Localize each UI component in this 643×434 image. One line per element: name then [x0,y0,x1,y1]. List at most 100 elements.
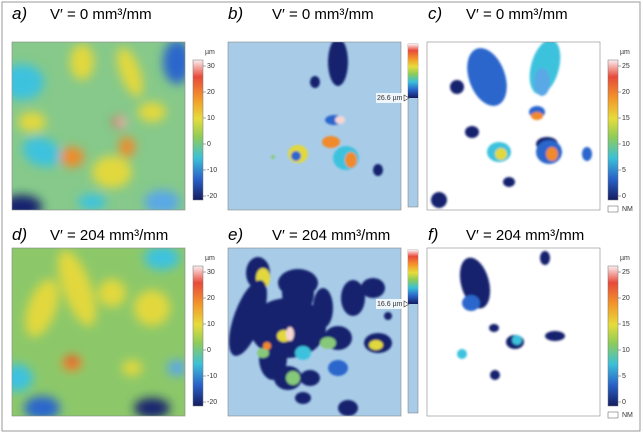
colorbar-tick-label: 20 [622,89,630,96]
colorbar-tick-label: 15 [622,321,630,328]
surface-feature [92,156,132,188]
surface-feature [503,177,515,187]
colorbar-tick-label: 30 [207,63,215,70]
colorbar-tick-label: 10 [207,115,215,122]
surface-feature [0,64,44,100]
legend-label: NM [622,412,633,419]
colorbar-unit: µm [620,255,630,262]
surface-feature [138,102,166,122]
colorbar [193,60,203,200]
surface-feature [462,295,480,311]
topography-map [1,246,187,420]
surface-feature [167,360,187,376]
surface-feature [144,190,180,214]
colorbar-tick-label: 10 [207,321,215,328]
surface-feature [546,147,558,161]
surface-feature [98,279,126,307]
colorbar-tick-label: -10 [207,167,217,174]
surface-feature [512,335,522,345]
surface-feature [322,136,340,148]
surface-feature [531,112,543,120]
surface-feature [118,118,126,126]
surface-feature [328,38,348,86]
surface-feature [338,400,358,416]
figure: a) V′ = 0 mm³/mm µm 30 20 10 0 -10 -20 b) V′ = 0 m… [0,0,643,434]
panel-label: d) [12,225,27,244]
surface-feature [361,278,385,298]
topography-map [228,38,401,210]
panel-label: e) [228,225,243,244]
colorbar-tick-label: 10 [622,347,630,354]
surface-feature [134,290,170,326]
colorbar-tick-label: 0 [622,399,626,406]
panel-title: V′ = 0 mm³/mm [272,6,374,23]
surface-feature [295,346,311,360]
legend-swatch [608,206,618,212]
surface-feature [345,152,357,168]
topography-map [427,248,600,416]
colorbar-tick-label: 5 [622,373,626,380]
surface-feature [271,155,275,159]
surface-feature [24,396,60,420]
surface-feature [457,349,467,359]
surface-feature [310,76,320,88]
colorbar-tick-label: 20 [207,89,215,96]
colorbar [608,60,618,200]
panel-label: c) [428,4,442,23]
colorbar-tick-label: 25 [622,63,630,70]
surface-feature [67,356,77,366]
colorbar [608,266,618,406]
threshold-label: 26.6 µm [377,95,403,102]
surface-feature [495,148,507,160]
surface-feature [122,360,142,376]
legend-label: NM [622,206,633,213]
surface-feature [320,337,336,349]
surface-feature [70,44,94,80]
surface-feature [489,324,499,332]
colorbar-tick-label: -10 [207,373,217,380]
colorbar-unit: µm [205,49,215,56]
colorbar-unit: µm [205,255,215,262]
colorbar-tick-label: 5 [622,167,626,174]
surface-feature [18,112,46,132]
legend-swatch [608,412,618,418]
surface-feature [286,327,294,341]
surface-feature [60,147,84,167]
colorbar-tick-label: 10 [622,141,630,148]
surface-feature [313,288,333,328]
surface-feature [2,195,42,219]
panel-label: b) [228,4,243,23]
surface-feature [341,280,365,316]
surface-feature [490,370,500,380]
colorbar-tick-label: 0 [622,193,626,200]
surface-feature [119,137,135,157]
surface-feature [582,147,592,161]
surface-feature [384,312,392,320]
surface-feature [534,68,550,96]
surface-feature [300,370,320,386]
colorbar-tick-label: 25 [622,269,630,276]
topography-map [0,40,191,219]
surface-feature [369,340,383,350]
panel-title: V′ = 204 mm³/mm [50,227,168,244]
colorbar-tick-label: -20 [207,399,217,406]
panel-title: V′ = 0 mm³/mm [50,6,152,23]
topography-map [427,36,600,210]
colorbar-tick-label: -20 [207,193,217,200]
surface-feature [78,194,106,210]
panel-title: V′ = 204 mm³/mm [272,227,390,244]
surface-feature [450,80,464,94]
surface-feature [263,342,271,350]
colorbar-tick-label: 0 [207,141,211,148]
surface-feature [144,246,180,270]
surface-feature [134,398,170,418]
surface-feature [465,126,479,138]
colorbar-tick-label: 20 [622,295,630,302]
map-background [228,42,401,210]
panel-label: a) [12,4,27,23]
surface-feature [431,192,447,208]
surface-feature [328,360,348,376]
colorbar-tick-label: 15 [622,115,630,122]
topography-map [221,248,401,416]
surface-feature [373,164,383,176]
